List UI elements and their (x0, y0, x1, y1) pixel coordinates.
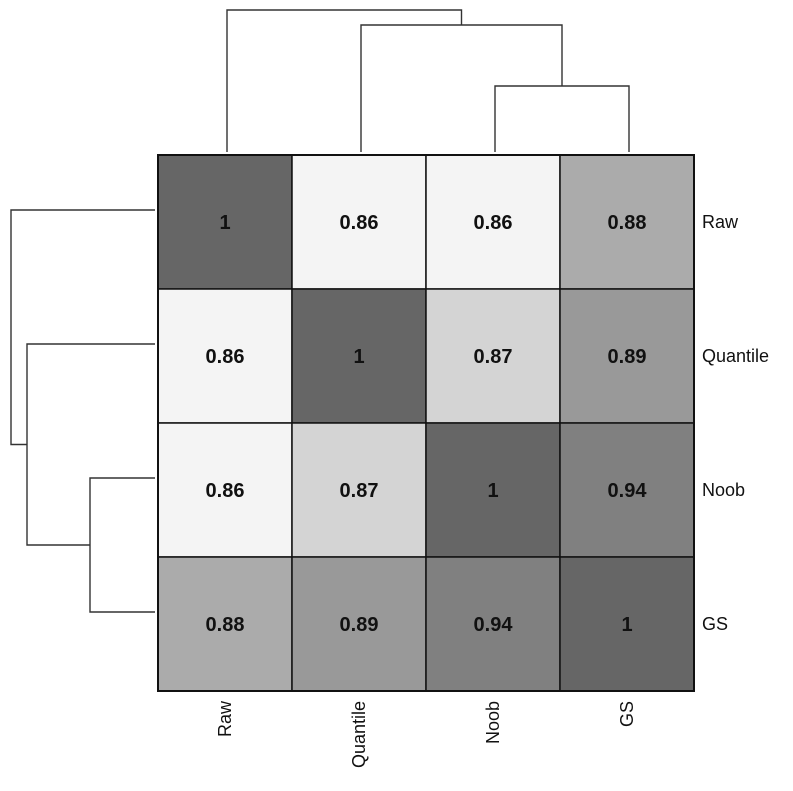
cell-quantile-quantile (291, 288, 427, 424)
row-dendro-link-raw (10, 209, 155, 446)
cell-gs-raw (157, 556, 293, 692)
cell-raw-raw (157, 154, 293, 290)
row-label-noob: Noob (702, 480, 745, 500)
row-label-quantile: Quantile (702, 346, 769, 366)
cell-value-gs-raw: 0.88 (206, 614, 245, 636)
row-dendro-link-noob-gs (89, 477, 155, 613)
cell-gs-quantile (291, 556, 427, 692)
row-dendro-link-quantile (26, 343, 155, 546)
cell-value-raw-raw: 1 (219, 212, 230, 234)
cell-gs-noob (425, 556, 561, 692)
cell-value-raw-noob: 0.86 (474, 212, 513, 234)
row-labels: Raw Quantile Noob GS (702, 212, 769, 634)
col-dendro-link-noob-gs (494, 85, 630, 152)
cell-value-noob-gs: 0.94 (608, 480, 648, 502)
cell-value-quantile-raw: 0.86 (206, 346, 245, 368)
heatmap-border (157, 154, 695, 692)
column-label-gs: GS (617, 701, 637, 727)
row-dendrogram (10, 209, 155, 613)
cell-value-quantile-noob: 0.87 (474, 346, 513, 368)
cell-raw-quantile (291, 154, 427, 290)
cell-value-raw-gs: 0.88 (608, 212, 647, 234)
cell-gs-gs (559, 556, 695, 692)
cell-value-noob-quantile: 0.87 (340, 480, 379, 502)
cell-raw-gs (559, 154, 695, 290)
col-dendro-link-raw (226, 9, 463, 152)
column-label-quantile: Quantile (349, 701, 369, 768)
cell-value-quantile-quantile: 1 (353, 346, 364, 368)
row-label-gs: GS (702, 614, 728, 634)
cell-value-gs-quantile: 0.89 (340, 614, 379, 636)
cell-noob-gs (559, 422, 695, 558)
heatmap-frame (157, 154, 695, 692)
cell-noob-quantile (291, 422, 427, 558)
row-label-raw: Raw (702, 212, 739, 232)
column-labels: Raw Quantile Noob GS (215, 700, 637, 768)
heatmap-cells: 1 0.86 0.86 0.88 0.86 1 0.87 0.89 0.86 0.87 1 0.94 0… (157, 154, 695, 692)
column-label-noob: Noob (483, 701, 503, 744)
cell-value-quantile-gs: 0.89 (608, 346, 647, 368)
cell-quantile-raw (157, 288, 293, 424)
column-label-raw: Raw (215, 700, 235, 737)
cell-value-gs-gs: 1 (621, 614, 632, 636)
column-dendrogram (226, 9, 630, 152)
cell-value-noob-noob: 1 (487, 480, 498, 502)
cell-value-raw-quantile: 0.86 (340, 212, 379, 234)
cell-quantile-gs (559, 288, 695, 424)
cell-value-gs-noob: 0.94 (474, 614, 514, 636)
cell-value-noob-raw: 0.86 (206, 480, 245, 502)
col-dendro-link-quantile (360, 24, 563, 152)
